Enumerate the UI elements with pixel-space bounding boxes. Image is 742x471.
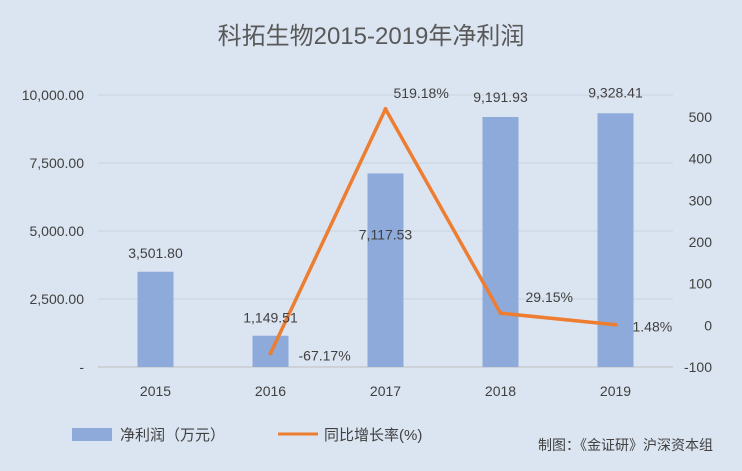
bar-data-labels: 3,501.80 1,149.51 7,117.53 9,191.93 9,328.41 — [128, 84, 643, 325]
bar-data-label: 1,149.51 — [243, 310, 298, 326]
right-axis-tick-label: -100 — [684, 359, 712, 375]
right-axis-tick-label: 300 — [689, 192, 713, 208]
right-axis-tick-label: 0 — [704, 317, 712, 333]
right-axis-tick-label: 100 — [689, 276, 713, 292]
source-note: 制图：《金证研》沪深资本组 — [538, 437, 713, 453]
line-data-label: -67.17% — [299, 347, 351, 363]
bar — [137, 271, 174, 367]
bar-data-label: 7,117.53 — [359, 226, 413, 242]
left-axis-tick-label: 7,500.00 — [30, 155, 85, 171]
right-axis-tick-label: 500 — [689, 109, 713, 125]
growth-line-series — [268, 107, 618, 356]
x-axis-tick-label: 2017 — [370, 383, 401, 399]
legend-line-label: 同比增长率(%) — [324, 427, 422, 444]
bar-data-label: 9,328.41 — [588, 84, 643, 100]
line-data-label: 519.18% — [394, 85, 449, 101]
right-axis-tick-label: 400 — [689, 151, 713, 167]
x-axis-tick-label: 2018 — [485, 383, 516, 399]
right-axis-tick-label: 200 — [689, 234, 713, 250]
legend-bar-swatch — [72, 428, 112, 441]
x-axis-tick-label: 2019 — [600, 383, 631, 399]
left-axis-tick-label: 2,500.00 — [30, 291, 85, 307]
x-axis-tick-label: 2015 — [140, 383, 171, 399]
line-data-label: 29.15% — [526, 289, 573, 305]
bar-data-label: 3,501.80 — [128, 245, 183, 261]
left-axis-tick-label: 5,000.00 — [30, 223, 85, 239]
bar — [367, 173, 404, 367]
line-point — [613, 322, 618, 327]
bar — [597, 113, 634, 368]
line-point — [383, 107, 388, 112]
legend-bar-label: 净利润（万元） — [120, 427, 225, 444]
x-axis-ticks: 2015 2016 2017 2018 2019 — [140, 383, 631, 399]
line-data-label: 1.48% — [633, 319, 673, 335]
left-axis-tick-label: - — [79, 359, 84, 375]
bar — [482, 116, 519, 367]
line-point — [268, 351, 273, 356]
bar-data-label: 9,191.93 — [473, 89, 528, 105]
left-axis-ticks: - 2,500.00 5,000.00 7,500.00 10,000.00 — [22, 87, 85, 375]
left-axis-tick-label: 10,000.00 — [22, 87, 84, 103]
x-axis-tick-label: 2016 — [255, 383, 286, 399]
right-axis-ticks: -100 0 100 200 300 400 500 — [684, 109, 712, 375]
legend: 净利润（万元） 同比增长率(%) — [72, 427, 422, 444]
line-point — [498, 311, 503, 316]
line-data-labels: -67.17% 519.18% 29.15% 1.48% — [299, 85, 673, 363]
chart-title: 科拓生物2015-2019年净利润 — [218, 23, 525, 50]
growth-line — [268, 107, 616, 355]
